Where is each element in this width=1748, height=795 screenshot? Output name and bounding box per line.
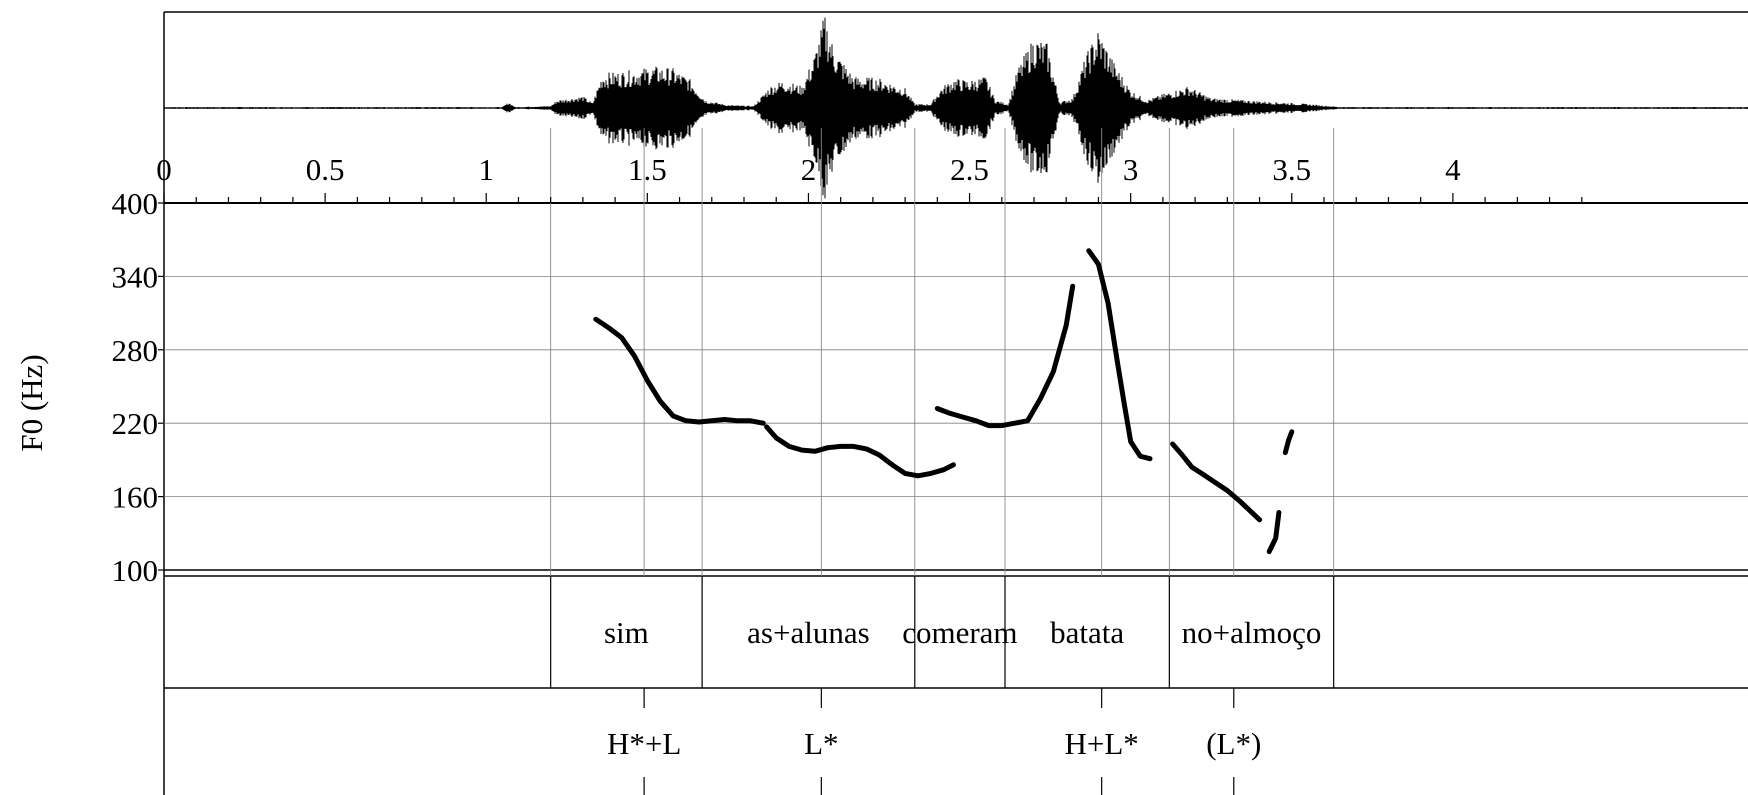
f0-series (593, 248, 1295, 555)
y-axis: 100 160 220 280 340 400 (112, 186, 164, 588)
tone-label: L* (804, 726, 838, 761)
word-label: sim (604, 615, 649, 650)
x-tick-label: 1 (478, 152, 494, 187)
f0-segment (934, 283, 1076, 429)
word-label: comeram (902, 615, 1017, 650)
tier-lines (550, 128, 1335, 795)
y-axis-label: F0 (Hz) (14, 354, 49, 451)
grid (164, 275, 1748, 498)
x-axis: 0 0.5 1 1.5 2 2.5 3 3.5 4 (156, 152, 1583, 203)
word-label: as+alunas (747, 615, 870, 650)
y-tick-label: 220 (112, 406, 159, 441)
f0-segment (1170, 441, 1263, 523)
y-tick-label: 160 (112, 480, 159, 515)
f0-segment (1086, 248, 1153, 462)
tone-tier: H*+L L* H+L* (L*) (607, 726, 1261, 761)
y-tick-label: 280 (112, 333, 159, 368)
x-tick-label: 2.5 (950, 152, 989, 187)
y-tick-label: 100 (112, 553, 159, 588)
x-tick-label: 3.5 (1272, 152, 1311, 187)
tone-label: H+L* (1065, 726, 1139, 761)
x-tick-label: 0 (156, 152, 172, 187)
x-tick-label: 1.5 (628, 152, 667, 187)
x-tick-label: 4 (1445, 152, 1461, 187)
tone-label: H*+L (607, 726, 681, 761)
f0-segment (593, 316, 766, 426)
tone-label: (L*) (1206, 726, 1261, 761)
x-tick-label: 0.5 (306, 152, 345, 187)
y-tick-label: 340 (112, 259, 159, 294)
f0-segment (764, 424, 956, 479)
word-label: no+almoço (1182, 615, 1322, 650)
y-tick-label: 400 (112, 186, 159, 221)
f0-segment (1282, 429, 1295, 456)
figure-frame (163, 11, 1748, 795)
f0-segment (1266, 510, 1282, 555)
x-tick-label: 2 (801, 152, 817, 187)
word-tier: sim as+alunas comeram batata no+almoço (604, 615, 1321, 650)
x-tick-label: 3 (1123, 152, 1139, 187)
word-label: batata (1050, 615, 1124, 650)
